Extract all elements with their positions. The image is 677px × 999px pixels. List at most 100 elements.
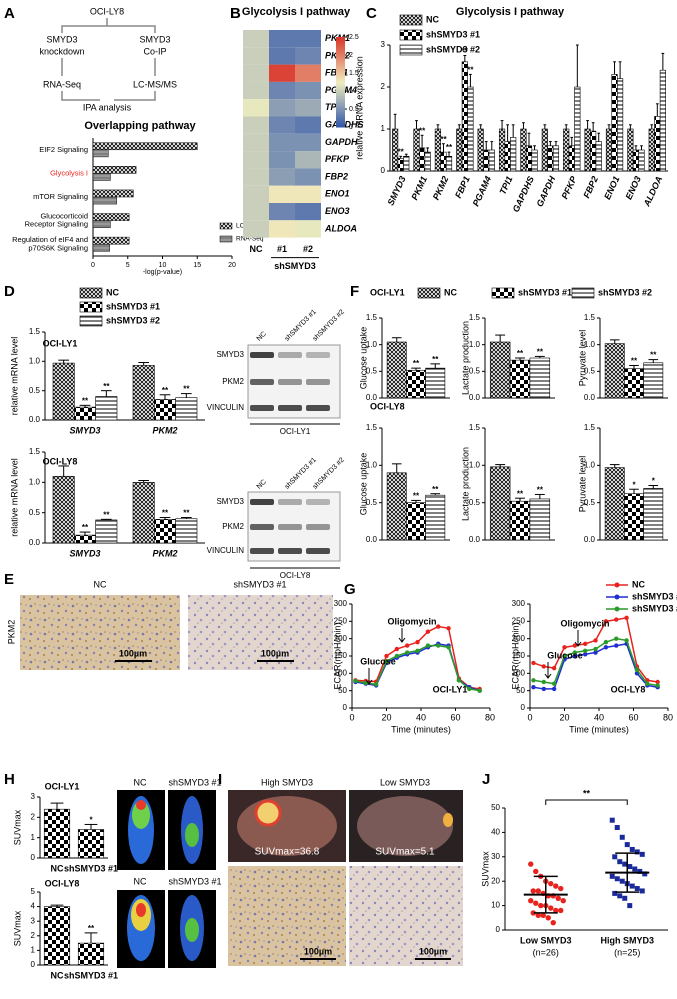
bar xyxy=(504,141,511,172)
pet-body xyxy=(132,801,150,829)
blot-band xyxy=(278,379,302,385)
annotation: Oligomycin xyxy=(560,618,609,628)
data-point xyxy=(551,665,557,671)
heat-cell xyxy=(295,185,321,203)
colorbar-step xyxy=(336,59,345,63)
x-tick-label: PKM2 xyxy=(431,175,451,202)
data-point xyxy=(612,890,618,896)
data-point xyxy=(528,861,534,867)
row-label: TPI1 xyxy=(325,102,344,112)
y-tick-label: 0 xyxy=(496,925,501,934)
heat-cell xyxy=(295,203,321,221)
y-axis-label: Glucose uptake xyxy=(358,453,368,516)
bar xyxy=(461,61,468,172)
data-point xyxy=(634,886,640,892)
blot-row-label: PKM2 xyxy=(222,522,244,531)
data-point xyxy=(624,638,629,643)
heat-cell xyxy=(243,133,269,152)
data-point xyxy=(562,653,567,659)
x-tick-label: ENO1 xyxy=(602,175,621,201)
bar xyxy=(92,243,110,252)
colorbar-step xyxy=(336,61,345,65)
significance: * xyxy=(652,477,656,486)
y-tick-label: 50 xyxy=(491,803,500,812)
blot-lane-label: NC xyxy=(256,479,268,491)
significance: ** xyxy=(537,486,544,495)
bar xyxy=(632,149,640,172)
pet-label: shSMYD3 #1 xyxy=(168,876,221,886)
panel-label: G xyxy=(344,581,356,598)
ihc-images: NC shSMYD3 #1 PKM2 100µm 100µm xyxy=(6,579,333,670)
data-point xyxy=(394,646,400,652)
y-tick-label: 0 xyxy=(521,703,526,712)
legend-label: NC xyxy=(426,14,439,24)
data-point xyxy=(583,652,588,657)
data-point xyxy=(535,912,541,919)
flowchart: OCI-LY8 SMYD3 knockdown SMYD3 Co-IP RNA-… xyxy=(39,6,177,112)
colorbar-label: 0.5 xyxy=(349,106,359,113)
blot-band xyxy=(278,352,302,358)
legend-swatch xyxy=(417,287,441,299)
pet-label: NC xyxy=(134,876,147,886)
x-tick-label: PKM2 xyxy=(152,548,177,558)
bar xyxy=(92,149,109,158)
y-axis-label: relative mRNA expression xyxy=(354,56,364,160)
data-point xyxy=(425,629,431,634)
bar xyxy=(92,213,130,221)
bar xyxy=(92,173,111,181)
y-tick-label: 0.0 xyxy=(584,393,596,402)
data-point xyxy=(558,885,564,892)
scale-label: 100µm xyxy=(261,648,289,658)
panel-label: C xyxy=(366,5,377,22)
ihc-label: shSMYD3 #1 xyxy=(233,579,286,589)
data-point xyxy=(540,912,546,919)
panel-label: E xyxy=(4,571,14,588)
x-tick-label: SMYD3 xyxy=(69,425,100,435)
legend-label: RNA-Seq xyxy=(236,236,264,243)
data-point xyxy=(446,645,451,650)
heat-cell xyxy=(269,220,295,238)
x-tick-label: NC xyxy=(51,863,64,873)
significance: ** xyxy=(82,523,89,532)
x-axis-label: -log(p-value) xyxy=(143,269,182,276)
bar xyxy=(418,147,426,172)
data-point xyxy=(531,678,536,683)
significance: ** xyxy=(650,351,657,360)
bar xyxy=(483,149,490,172)
pet-images: NC shSMYD3 #1 NC shSMYD3 #1 xyxy=(117,777,222,968)
data-point xyxy=(425,643,431,648)
row-label: ALDOA xyxy=(324,223,357,233)
bar xyxy=(43,906,71,966)
data-point xyxy=(353,678,358,684)
bar xyxy=(52,362,75,421)
data-point xyxy=(614,617,619,622)
data-point xyxy=(415,639,420,645)
data-point xyxy=(639,888,645,894)
significance: * xyxy=(632,480,636,489)
data-point xyxy=(436,643,441,648)
flow-node: OCI-LY8 xyxy=(90,6,124,16)
data-point xyxy=(593,646,598,652)
x-tick-label: ENO3 xyxy=(623,175,642,201)
blot-band xyxy=(250,405,274,411)
y-tick-label: 0.5 xyxy=(469,366,481,375)
data-point xyxy=(622,861,628,867)
series-line xyxy=(533,637,658,687)
x-tick-label: SMYD3 xyxy=(69,548,100,558)
bar xyxy=(595,141,602,172)
y-tick-label: 1.5 xyxy=(469,423,481,432)
heat-cell xyxy=(243,185,269,203)
significance: ** xyxy=(183,385,190,394)
bar xyxy=(643,362,664,399)
data-point xyxy=(627,864,633,870)
y-tick-label: mTOR Signaling xyxy=(33,192,88,201)
x-tick-label: 20 xyxy=(228,262,236,269)
significance: ** xyxy=(583,788,591,798)
data-point xyxy=(531,660,536,666)
x-tick-sublabel: (n=25) xyxy=(614,947,640,957)
legend-label: shSMYD3 #1 xyxy=(106,301,160,311)
colorbar-step xyxy=(336,118,345,121)
y-tick-label: 2 xyxy=(31,812,36,821)
legend-label: shSMYD3 #1 xyxy=(518,287,572,297)
y-axis-label: relative mRNA level xyxy=(9,337,19,416)
